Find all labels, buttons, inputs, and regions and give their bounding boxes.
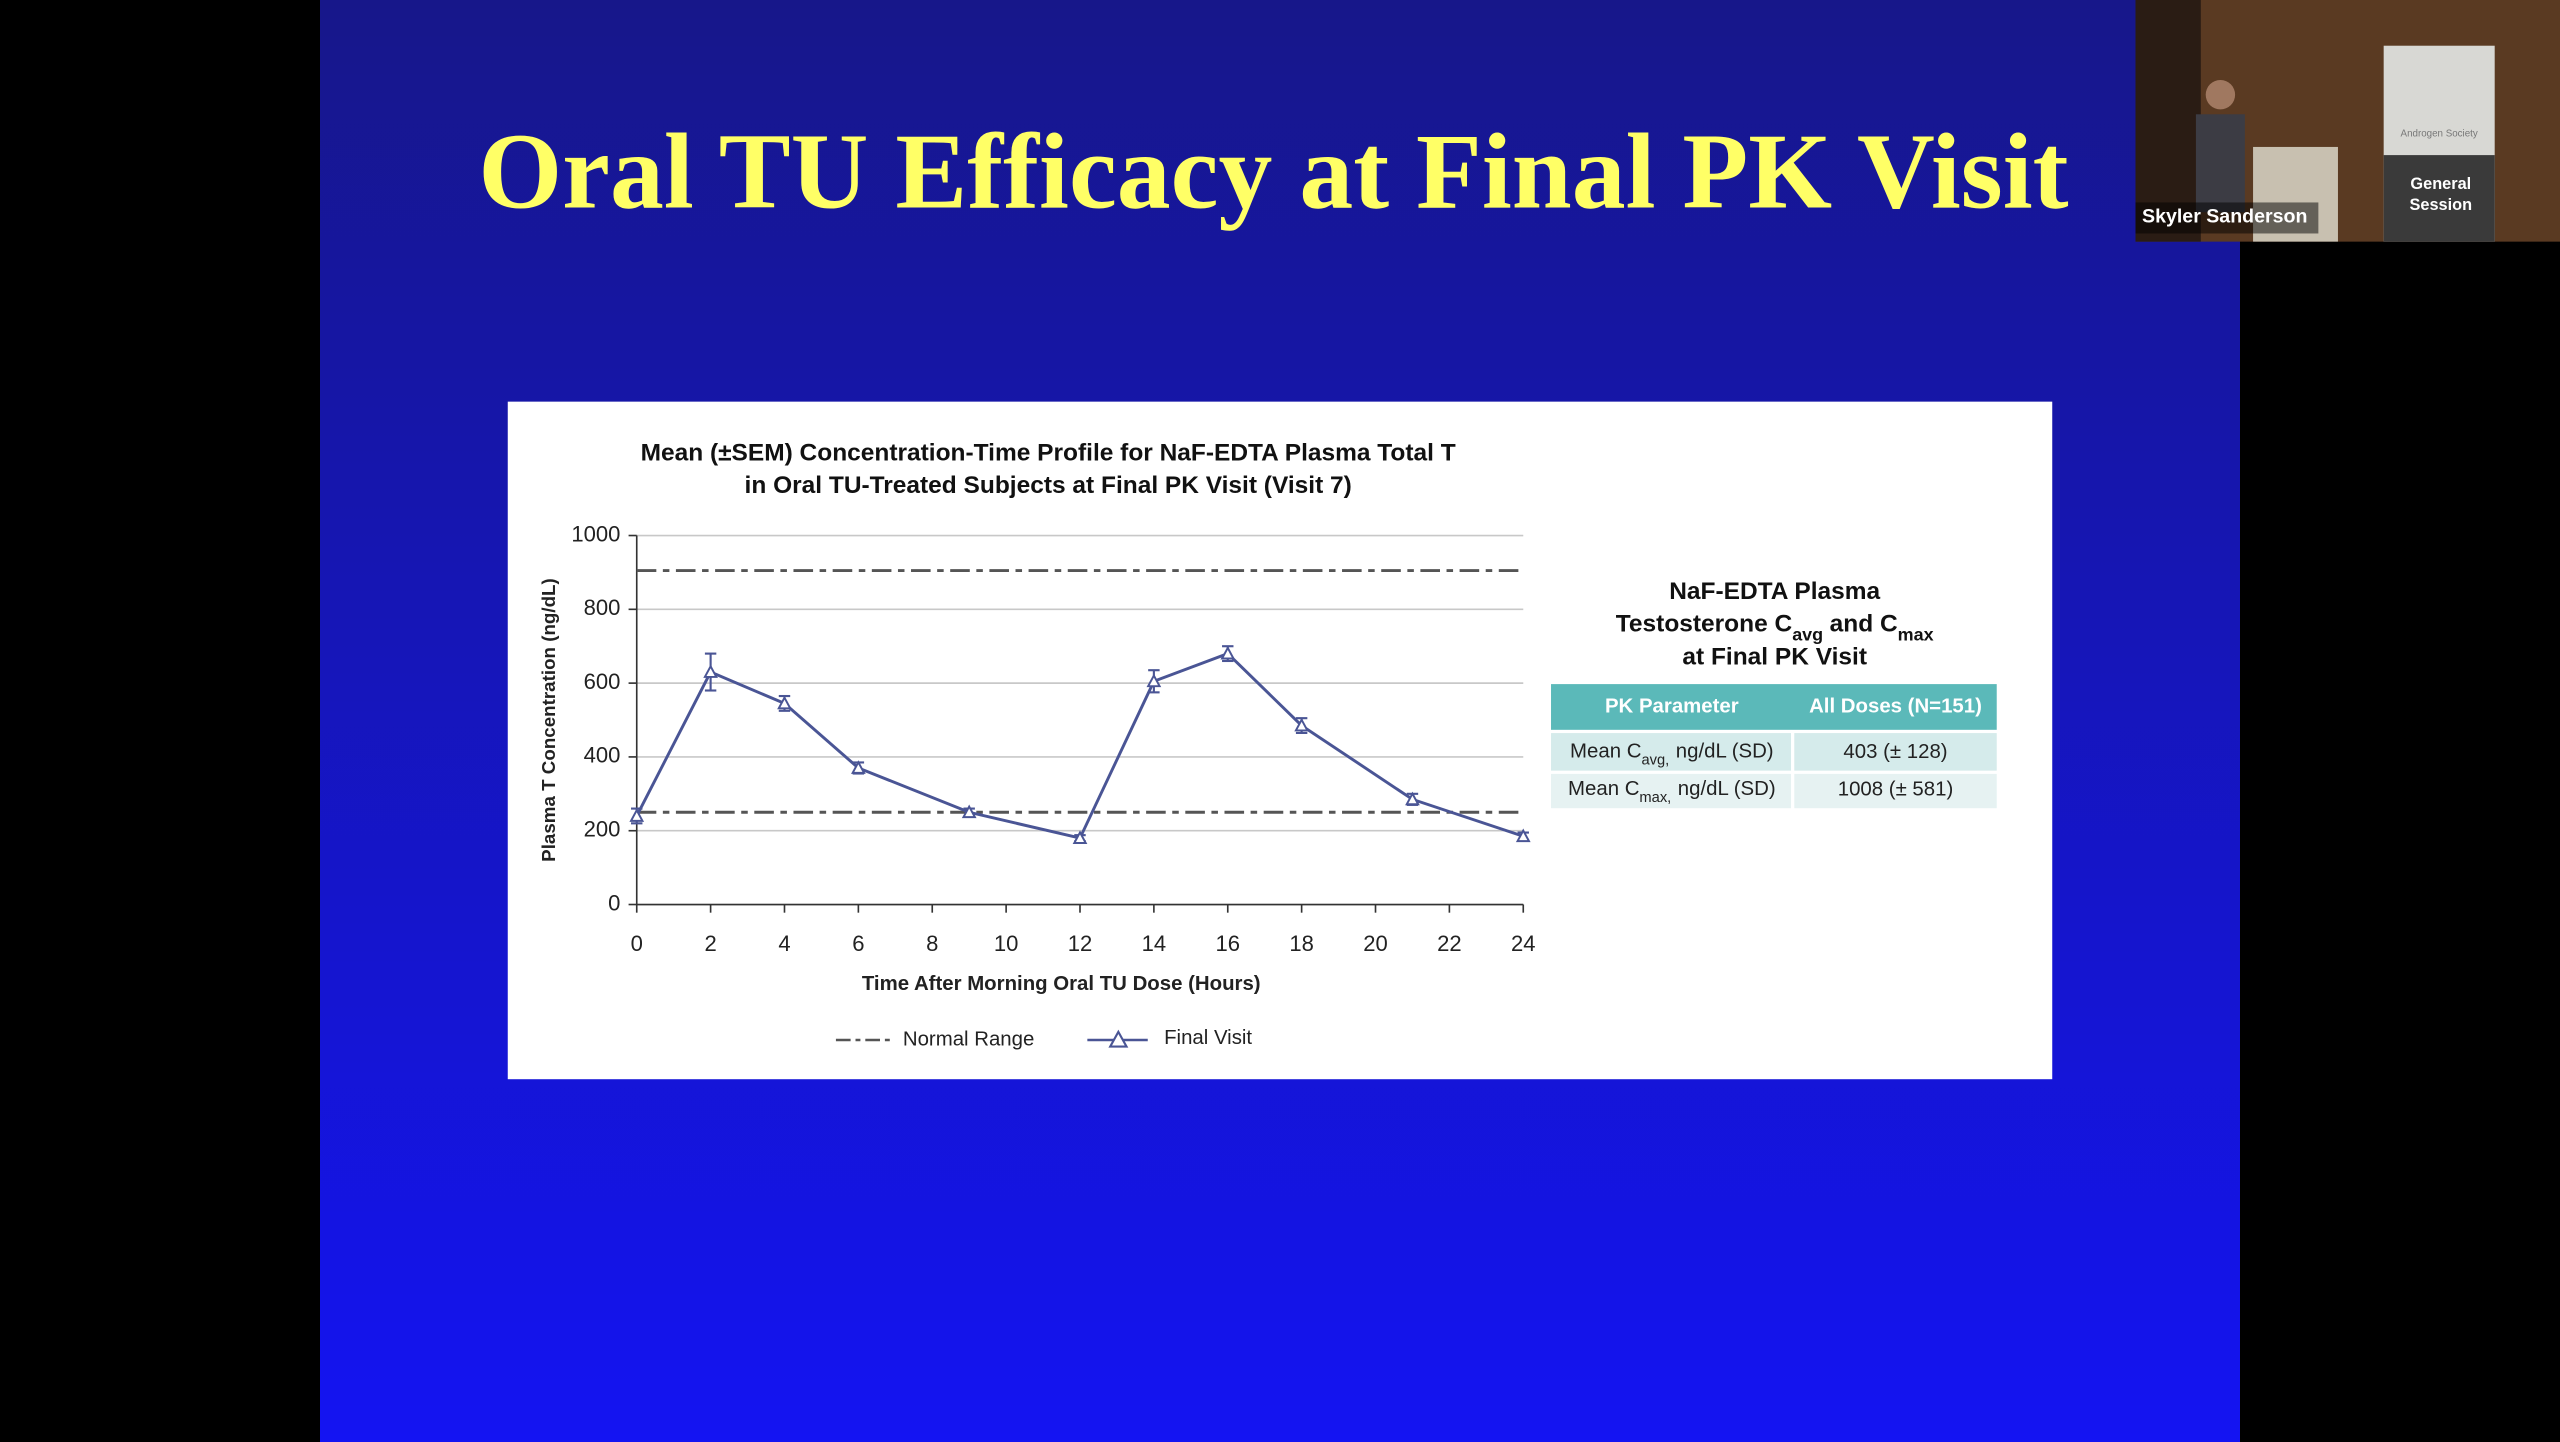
label-part: Mean C	[1568, 779, 1639, 801]
x-tick-label: 2	[704, 931, 716, 956]
data-marker	[961, 804, 977, 819]
header-cell: All Doses (N=151)	[1809, 695, 1982, 717]
chart: Mean (±SEM) Concentration-Time Profile f…	[538, 439, 1535, 1050]
row-value: 403 (± 128)	[1843, 741, 1947, 763]
data-marker	[1146, 673, 1162, 688]
table-title: Testosterone Cavg and Cmax	[1616, 611, 1934, 644]
title-part: and C	[1830, 611, 1898, 638]
row-label: Mean Cavg, ng/dL (SD)	[1570, 741, 1774, 768]
chart-title: Mean (±SEM) Concentration-Time Profile f…	[641, 439, 1456, 466]
row-label: Mean Cmax, ng/dL (SD)	[1568, 779, 1776, 806]
table-cell	[1794, 773, 1997, 809]
y-tick-label: 1000	[571, 521, 620, 546]
title-part: Testosterone C	[1616, 611, 1793, 638]
legend-marker	[1108, 1029, 1129, 1048]
data-marker	[1405, 791, 1420, 806]
data-marker	[1515, 828, 1531, 843]
table-cell	[1551, 773, 1792, 809]
row-value: 1008 (± 581)	[1838, 779, 1953, 801]
table-title: NaF-EDTA Plasma	[1669, 578, 1880, 605]
speaker	[2195, 114, 2245, 213]
x-tick-label: 4	[778, 931, 790, 956]
label-part: Mean C	[1570, 741, 1641, 763]
x-tick-label: 22	[1437, 931, 1462, 956]
data-marker	[851, 760, 866, 774]
data-marker	[777, 695, 792, 710]
x-tick-label: 6	[852, 931, 864, 956]
legend-label: Normal Range	[903, 1028, 1034, 1050]
data-marker	[1072, 830, 1088, 844]
label-subscript: avg,	[1641, 753, 1669, 769]
banner-text: General	[2410, 175, 2471, 193]
speaker-head	[2205, 80, 2236, 110]
chart-title: in Oral TU-Treated Subjects at Final PK …	[745, 472, 1352, 499]
table-cell	[1794, 733, 1997, 771]
pk-table: NaF-EDTA Plasma Testosterone Cavg and Cma…	[1551, 578, 1997, 809]
x-tick-label: 14	[1142, 931, 1167, 956]
x-tick-label: 20	[1363, 931, 1388, 956]
data-marker	[629, 808, 645, 822]
x-tick-label: 16	[1215, 931, 1240, 956]
x-tick-label: 8	[926, 931, 938, 956]
x-tick-label: 24	[1511, 931, 1536, 956]
name-tag	[2135, 202, 2319, 234]
table-cell	[1551, 733, 1792, 771]
x-tick-label: 0	[631, 931, 643, 956]
header-cell: PK Parameter	[1605, 695, 1739, 717]
label-subscript: max,	[1639, 790, 1671, 806]
video-tile: Androgen Society General Session Skyler …	[2135, 0, 2560, 242]
y-tick-label: 200	[584, 817, 621, 842]
legend-label: Final Visit	[1164, 1027, 1252, 1049]
x-axis-label: Time After Morning Oral TU Dose (Hours)	[862, 973, 1261, 995]
x-tick-label: 10	[994, 931, 1019, 956]
label-part: ng/dL (SD)	[1676, 741, 1774, 763]
data-marker	[1294, 717, 1309, 732]
label-part: ng/dL (SD)	[1678, 779, 1776, 801]
y-axis-label: Plasma T Concentration (ng/dL)	[538, 578, 559, 862]
data-marker	[703, 664, 718, 678]
video-wall	[2135, 0, 2201, 242]
title-subscript: avg	[1792, 624, 1823, 644]
banner-text: Session	[2410, 196, 2473, 214]
banner-text: Androgen Society	[2401, 128, 2478, 139]
title-subscript: max	[1898, 624, 1934, 644]
participant-name: Skyler Sanderson	[2142, 205, 2307, 227]
y-tick-label: 800	[584, 595, 621, 620]
data-marker	[1220, 645, 1236, 660]
table-title: at Final PK Visit	[1682, 643, 1867, 670]
x-tick-label: 12	[1068, 931, 1093, 956]
y-tick-label: 0	[608, 890, 620, 915]
y-tick-label: 600	[584, 669, 621, 694]
slide-title: Oral TU Efficacy at Final PK Visit	[478, 113, 2068, 232]
table-header	[1551, 684, 1997, 730]
y-tick-label: 400	[584, 743, 621, 768]
banner-lower	[2383, 155, 2495, 242]
x-tick-label: 18	[1289, 931, 1314, 956]
